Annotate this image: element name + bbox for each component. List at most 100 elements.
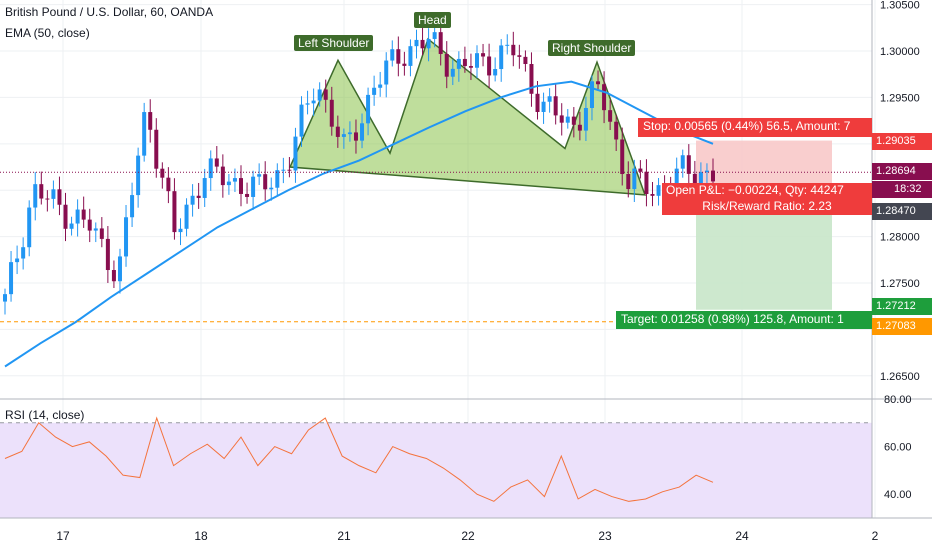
candle-body: [87, 219, 92, 231]
candle-body: [674, 168, 679, 192]
candle-body: [347, 132, 352, 135]
price-tick-label: 1.30000: [880, 46, 920, 58]
candle-body: [450, 68, 455, 77]
candle-body: [33, 184, 38, 208]
candle-body: [305, 103, 310, 105]
candle-body: [523, 56, 528, 65]
time-tick-label: 2: [872, 529, 879, 543]
candle-body: [438, 32, 443, 54]
candle-body: [656, 185, 661, 196]
dotted-level-tag: 1.27083: [872, 318, 932, 335]
candle-body: [166, 177, 171, 192]
risk-reward-label[interactable]: Risk/Reward Ratio: 2.23: [662, 199, 872, 215]
candle-body: [414, 39, 419, 47]
candle-body: [281, 169, 286, 171]
candle-body: [698, 172, 703, 185]
candle-body: [366, 94, 371, 124]
candle-body: [638, 168, 643, 172]
candle-body: [487, 56, 492, 76]
candle-body: [329, 99, 334, 127]
candle-body: [226, 181, 231, 186]
candle-body: [426, 38, 431, 49]
candle-body: [402, 63, 407, 66]
symbol-legend[interactable]: British Pound / U.S. Dollar, 60, OANDA: [5, 5, 214, 19]
candle-body: [632, 168, 637, 190]
candle-body: [571, 116, 576, 125]
time-tick-label: 18: [194, 529, 208, 543]
candle-body: [335, 126, 340, 137]
candle-body: [499, 45, 504, 70]
candle-body: [384, 60, 389, 85]
candle-body: [614, 121, 619, 140]
candle-body: [529, 64, 534, 94]
price-tick-label: 1.30500: [880, 0, 920, 12]
candle-body: [420, 39, 425, 49]
target-label[interactable]: Target: 0.01258 (0.98%) 125.8, Amount: 1: [616, 311, 872, 329]
candle-body: [93, 228, 98, 231]
stop-label[interactable]: Stop: 0.00565 (0.44%) 56.5, Amount: 7: [638, 118, 872, 137]
candle-body: [535, 93, 540, 112]
price-tick-label: 1.27500: [880, 278, 920, 290]
candle-body: [184, 204, 189, 229]
candle-body: [378, 84, 383, 88]
candle-body: [541, 101, 546, 112]
candle-body: [214, 158, 219, 167]
ema-legend[interactable]: EMA (50, close): [5, 26, 90, 40]
candle-body: [75, 209, 80, 224]
candle-body: [432, 32, 437, 39]
candle-body: [208, 158, 213, 179]
head-label: Head: [414, 12, 451, 28]
candle-body: [172, 191, 177, 233]
time-tick-label: 21: [337, 529, 351, 543]
rsi-line: [4, 416, 714, 502]
candle-body: [69, 223, 74, 229]
candle-body: [3, 294, 7, 302]
candle-body: [160, 168, 165, 178]
candle-body: [63, 204, 68, 229]
target-price-tag: 1.27212: [872, 298, 932, 315]
candle-body: [178, 228, 183, 233]
candle-body: [608, 110, 613, 122]
price-tick-label: 1.28000: [880, 232, 920, 244]
ema-line: [4, 80, 714, 368]
candle-body: [257, 174, 262, 177]
candle-body: [577, 124, 582, 131]
candle-body: [124, 217, 129, 257]
candle-body: [232, 178, 237, 182]
candle-body: [111, 270, 116, 282]
candle-body: [360, 123, 365, 141]
candle-body: [311, 100, 316, 104]
candle-body: [517, 55, 522, 57]
candle-body: [462, 58, 467, 67]
candle-body: [287, 169, 292, 171]
candle-body: [245, 193, 250, 197]
candle-body: [680, 155, 685, 169]
rsi-legend[interactable]: RSI (14, close): [5, 408, 85, 422]
time-tick-label: 22: [461, 529, 475, 543]
candle-body: [142, 112, 147, 156]
candle-body: [559, 115, 564, 123]
candle-body: [650, 194, 655, 196]
left-shoulder-label: Left Shoulder: [294, 35, 374, 51]
candle-body: [602, 84, 607, 111]
candle-body: [596, 81, 601, 85]
candle-body: [27, 207, 32, 248]
price-tick-label: 1.29500: [880, 92, 920, 104]
candle-body: [190, 195, 195, 205]
candle-body: [547, 96, 552, 102]
current-price-tag: 1.28694: [872, 163, 932, 180]
candle-body: [269, 187, 274, 190]
entry-price-tag: 1.28470: [872, 203, 932, 220]
candle-body: [251, 176, 256, 197]
candle-body: [711, 170, 715, 182]
candle-body: [299, 104, 304, 137]
candle-body: [9, 262, 14, 295]
candle-body: [493, 69, 498, 76]
time-tick-label: 17: [56, 529, 70, 543]
candle-body: [21, 247, 26, 259]
candle-body: [220, 166, 225, 186]
candle-body: [341, 134, 346, 137]
open-pnl-label[interactable]: Open P&L: −0.00224, Qty: 44247: [662, 183, 872, 200]
